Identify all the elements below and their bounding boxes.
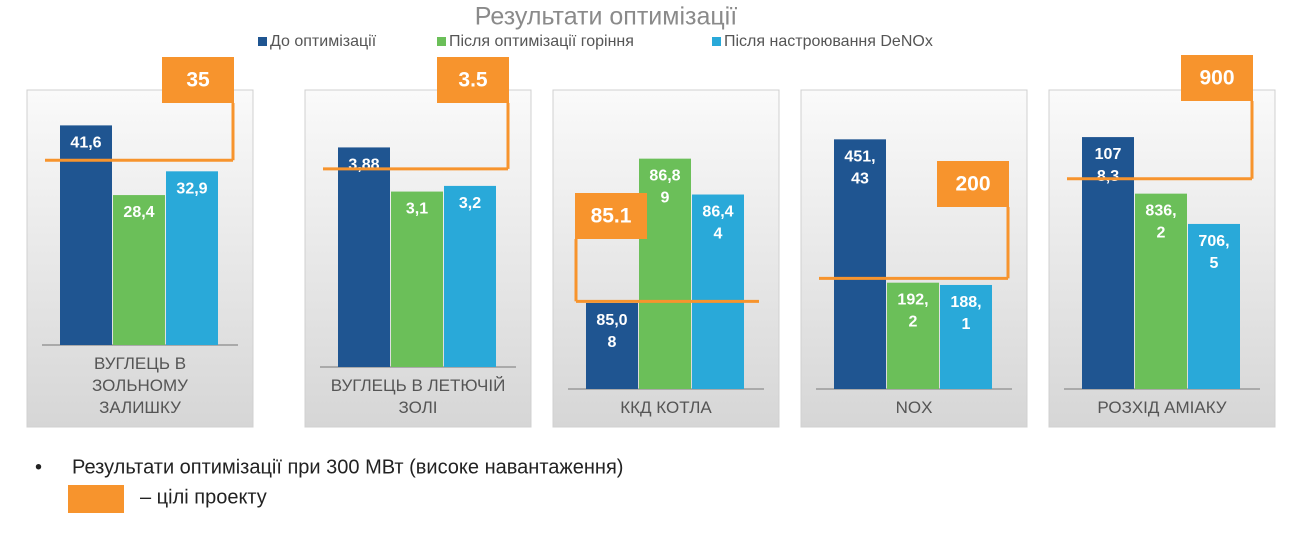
bar xyxy=(113,195,165,345)
category-text: ККД КОТЛА xyxy=(620,398,712,417)
value-label: 836, 2 xyxy=(1145,203,1176,242)
legend-swatch xyxy=(712,37,721,46)
target-label: 3.5 xyxy=(458,69,488,92)
value-label: 192, 2 xyxy=(897,292,928,331)
target-label: 85.1 xyxy=(591,205,632,228)
legend-swatch xyxy=(258,37,267,46)
category-text: РОЗХІД АМІАКУ xyxy=(1097,398,1227,417)
bullet-dot: • xyxy=(35,456,42,478)
bar xyxy=(338,147,390,367)
bar xyxy=(940,284,992,389)
category-text: ВУГЛЕЦЬ В ЗОЛЬНОМУ ЗАЛИШКУ xyxy=(92,354,188,417)
legend-label: Після настроювання DeNOx xyxy=(724,33,933,50)
category-label: NOX xyxy=(801,397,1027,419)
bar xyxy=(586,302,638,389)
bar xyxy=(166,171,218,345)
target-label: 200 xyxy=(955,173,990,196)
bar xyxy=(692,194,744,389)
bar xyxy=(887,282,939,389)
category-label: ВУГЛЕЦЬ В ЗОЛЬНОМУ ЗАЛИШКУ xyxy=(27,353,253,419)
value-label: 32,9 xyxy=(176,181,207,198)
category-text: NOX xyxy=(895,398,933,417)
legend-label: До оптимізації xyxy=(270,33,377,50)
target-label: 900 xyxy=(1199,67,1234,90)
value-label: 451, 43 xyxy=(844,149,875,188)
value-label: 3,88 xyxy=(348,157,379,174)
target-box xyxy=(937,161,1009,207)
target-box xyxy=(437,57,509,103)
bar xyxy=(444,185,496,367)
bar xyxy=(60,125,112,345)
value-label: 3,1 xyxy=(406,201,428,218)
value-label: 107 8,3 xyxy=(1095,146,1122,185)
legend-swatch xyxy=(437,37,446,46)
value-label: 86,8 9 xyxy=(649,168,680,207)
category-text: ВУГЛЕЦЬ В ЛЕТЮЧІЙ ЗОЛІ xyxy=(330,376,506,417)
bar xyxy=(1135,193,1187,389)
bar xyxy=(391,191,443,367)
category-label: ВУГЛЕЦЬ В ЛЕТЮЧІЙ ЗОЛІ xyxy=(305,375,531,419)
value-label: 41,6 xyxy=(70,135,101,152)
legend-label: Після оптимізації горіння xyxy=(449,33,634,50)
value-label: 3,2 xyxy=(459,195,481,212)
bar xyxy=(834,139,886,389)
target-key xyxy=(68,485,124,513)
bar xyxy=(1188,223,1240,389)
target-label: 35 xyxy=(186,69,210,92)
value-label: 188, 1 xyxy=(950,294,981,333)
target-box xyxy=(1181,55,1253,101)
bar xyxy=(639,158,691,389)
bullet-text: Результати оптимізації при 300 МВт (висо… xyxy=(72,456,623,478)
target-key-text: – цілі проекту xyxy=(140,486,267,508)
target-box xyxy=(575,193,647,239)
target-box xyxy=(162,57,234,103)
value-label: 86,4 4 xyxy=(702,204,733,243)
chart-title: Результати оптимізації xyxy=(475,3,737,31)
category-label: РОЗХІД АМІАКУ xyxy=(1049,397,1275,419)
value-label: 706, 5 xyxy=(1198,233,1229,272)
value-label: 28,4 xyxy=(123,204,154,221)
category-label: ККД КОТЛА xyxy=(553,397,779,419)
value-label: 85,0 8 xyxy=(596,312,627,351)
